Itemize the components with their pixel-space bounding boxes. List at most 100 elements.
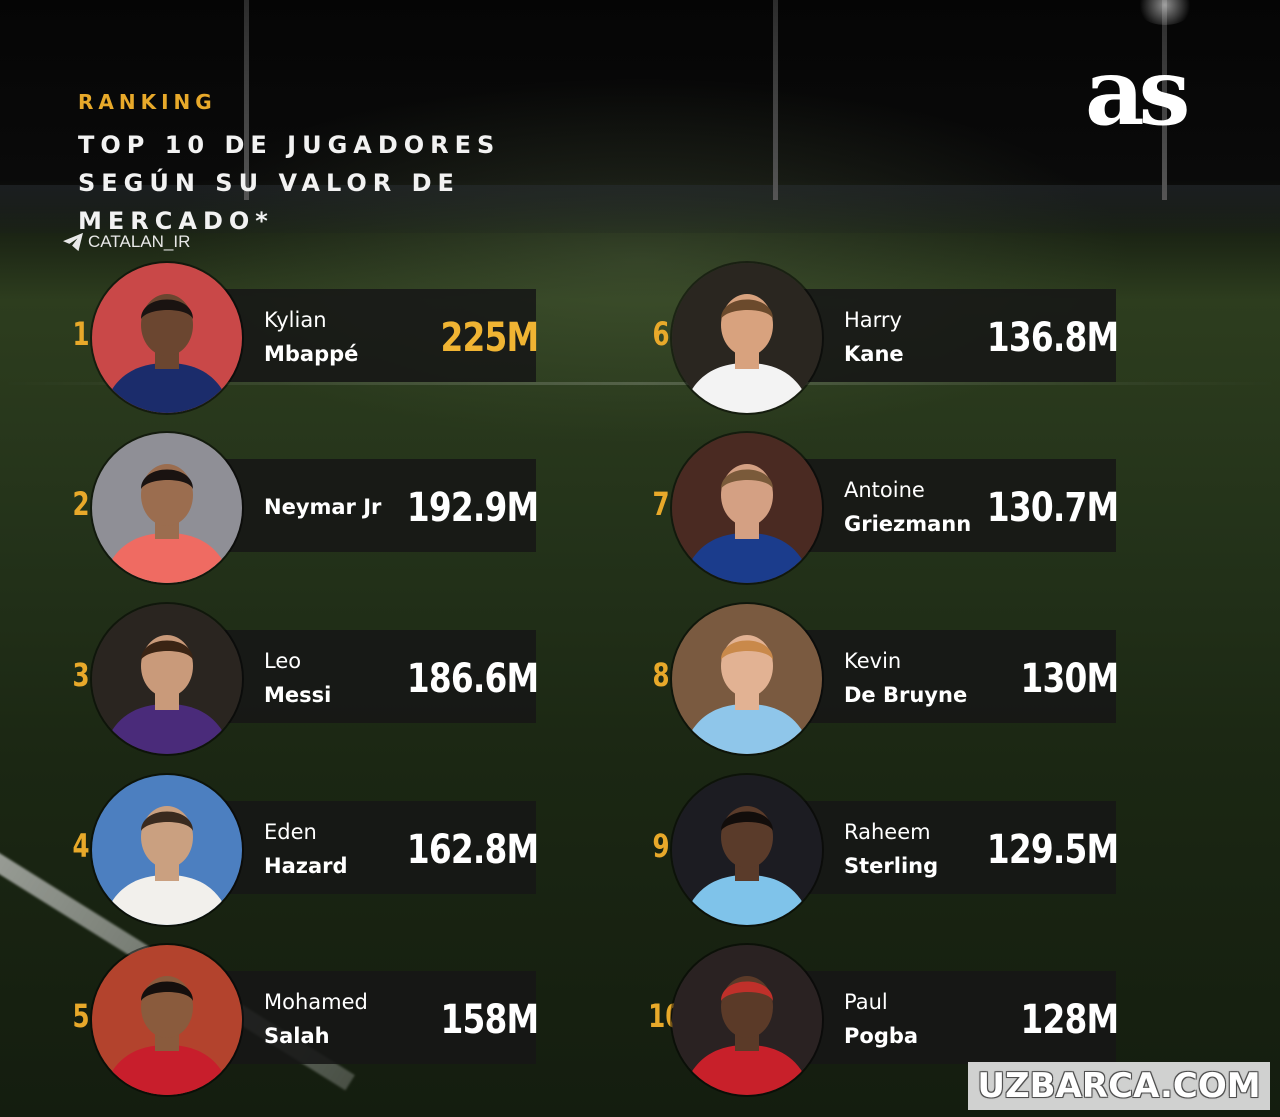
floodlight-pole bbox=[244, 0, 249, 200]
eyebrow-label: RANKING bbox=[78, 90, 217, 114]
player-photo-icon bbox=[92, 604, 242, 754]
player-first-name: Antoine bbox=[844, 478, 925, 502]
player-first-name: Eden bbox=[264, 820, 317, 844]
market-value: 192.9M bbox=[406, 485, 539, 531]
player-name: Harry Kane bbox=[844, 303, 904, 371]
player-first-name: Kylian bbox=[264, 308, 327, 332]
ranking-entry: 2 Neymar Jr 192.9M bbox=[66, 433, 566, 583]
player-name: Antoine Griezmann bbox=[844, 473, 971, 541]
player-first-name: Leo bbox=[264, 649, 302, 673]
player-avatar bbox=[92, 775, 242, 925]
player-last-name: Sterling bbox=[844, 854, 939, 878]
rank-number: 5 bbox=[72, 997, 90, 1035]
player-last-name: Salah bbox=[264, 1024, 330, 1048]
stadium-stands bbox=[0, 185, 1280, 233]
page-title: TOP 10 DE JUGADORES SEGÚN SU VALOR DE ME… bbox=[78, 126, 508, 240]
title-line: SEGÚN SU VALOR DE bbox=[78, 169, 460, 197]
player-last-name: De Bruyne bbox=[844, 683, 968, 707]
market-value: 129.5M bbox=[986, 827, 1119, 873]
ranking-entry: 6 Harry Kane 136.8M bbox=[646, 263, 1146, 413]
player-avatar bbox=[672, 775, 822, 925]
player-photo-icon bbox=[92, 433, 242, 583]
rank-number: 1 bbox=[72, 315, 90, 353]
title-line: TOP 10 DE JUGADORES bbox=[78, 131, 501, 159]
player-first-name: Raheem bbox=[844, 820, 931, 844]
ranking-entry: 7 Antoine Griezmann 130.7M bbox=[646, 433, 1146, 583]
player-avatar bbox=[672, 945, 822, 1095]
ranking-entry: 3 Leo Messi 186.6M bbox=[66, 604, 566, 754]
player-last-name: Mbappé bbox=[264, 342, 359, 366]
market-value: 158M bbox=[440, 997, 539, 1043]
rank-number: 7 bbox=[652, 485, 670, 523]
entry-panel bbox=[186, 971, 536, 1064]
market-value: 128M bbox=[1020, 997, 1119, 1043]
player-photo-icon bbox=[672, 604, 822, 754]
field-line bbox=[0, 382, 1280, 385]
market-value: 130M bbox=[1020, 656, 1119, 702]
entry-panel bbox=[766, 801, 1116, 894]
telegram-handle: CATALAN_IR bbox=[62, 232, 190, 252]
entry-panel bbox=[766, 289, 1116, 382]
player-first-name: Mohamed bbox=[264, 990, 368, 1014]
player-avatar bbox=[92, 433, 242, 583]
entry-panel bbox=[186, 630, 536, 723]
rank-number: 10 bbox=[648, 997, 683, 1035]
ranking-entry: 9 Raheem Sterling 129.5M bbox=[646, 775, 1146, 925]
rank-number: 4 bbox=[72, 827, 90, 865]
player-last-name: Kane bbox=[844, 342, 904, 366]
as-logo: as bbox=[1085, 38, 1190, 146]
header: RANKING TOP 10 DE JUGADORES SEGÚN SU VAL… bbox=[78, 90, 508, 240]
player-photo-icon bbox=[92, 263, 242, 413]
player-name: Raheem Sterling bbox=[844, 815, 938, 883]
market-value: 130.7M bbox=[986, 485, 1119, 531]
player-first-name: Paul bbox=[844, 990, 888, 1014]
player-avatar bbox=[672, 433, 822, 583]
floodlight-pole bbox=[1162, 0, 1167, 200]
market-value: 136.8M bbox=[986, 315, 1119, 361]
player-photo-icon bbox=[92, 775, 242, 925]
market-value: 225M bbox=[440, 315, 539, 361]
player-photo-icon bbox=[672, 263, 822, 413]
ranking-entry: 10 Paul Pogba 128M bbox=[646, 945, 1146, 1095]
handle-text: CATALAN_IR bbox=[88, 232, 191, 251]
floodlight-pole bbox=[773, 0, 778, 200]
player-photo-icon bbox=[92, 945, 242, 1095]
watermark: UZBARCA.COM bbox=[968, 1062, 1270, 1110]
entry-panel bbox=[186, 801, 536, 894]
player-avatar bbox=[672, 263, 822, 413]
player-last-name: Griezmann bbox=[844, 512, 972, 536]
player-name: Eden Hazard bbox=[264, 815, 348, 883]
ranking-entry: 5 Mohamed Salah 158M bbox=[66, 945, 566, 1095]
title-line: MERCADO* bbox=[78, 207, 274, 235]
player-photo-icon bbox=[672, 775, 822, 925]
player-last-name: Neymar Jr bbox=[264, 495, 382, 519]
ranking-entry: 4 Eden Hazard 162.8M bbox=[66, 775, 566, 925]
player-name: Kevin De Bruyne bbox=[844, 644, 967, 712]
rank-number: 6 bbox=[652, 315, 670, 353]
player-avatar bbox=[92, 945, 242, 1095]
market-value: 186.6M bbox=[406, 656, 539, 702]
player-name: Paul Pogba bbox=[844, 985, 918, 1053]
rank-number: 3 bbox=[72, 656, 90, 694]
player-last-name: Pogba bbox=[844, 1024, 919, 1048]
entry-panel bbox=[766, 459, 1116, 552]
telegram-icon bbox=[63, 232, 83, 252]
player-photo-icon bbox=[672, 433, 822, 583]
rank-number: 9 bbox=[652, 827, 670, 865]
player-photo-icon bbox=[672, 945, 822, 1095]
entry-panel bbox=[186, 289, 536, 382]
ranking-entry: 8 Kevin De Bruyne 130M bbox=[646, 604, 1146, 754]
player-name: Kylian Mbappé bbox=[264, 303, 358, 371]
market-value: 162.8M bbox=[406, 827, 539, 873]
rank-number: 8 bbox=[652, 656, 670, 694]
entry-panel bbox=[766, 971, 1116, 1064]
player-last-name: Hazard bbox=[264, 854, 348, 878]
ranking-entry: 1 Kylian Mbappé 225M bbox=[66, 263, 566, 413]
entry-panel bbox=[186, 459, 536, 552]
entry-panel bbox=[766, 630, 1116, 723]
player-avatar bbox=[92, 604, 242, 754]
rank-number: 2 bbox=[72, 485, 90, 523]
player-first-name: Harry bbox=[844, 308, 902, 332]
player-name: Leo Messi bbox=[264, 644, 331, 712]
player-avatar bbox=[92, 263, 242, 413]
